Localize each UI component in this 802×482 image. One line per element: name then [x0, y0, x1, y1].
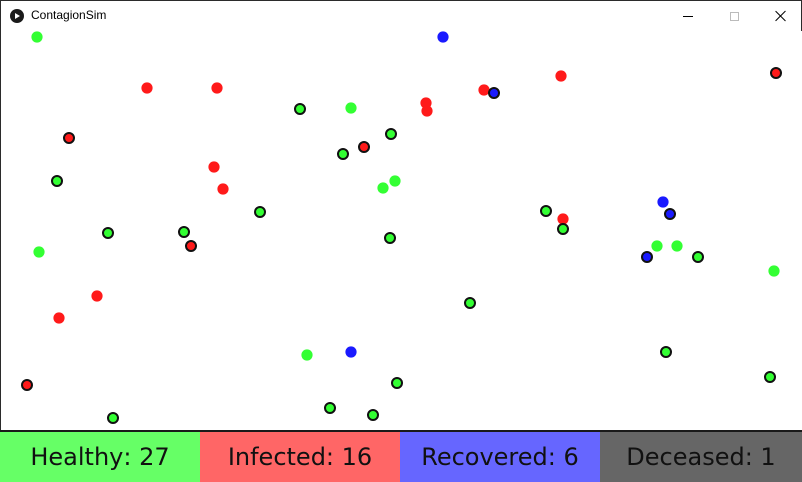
close-button[interactable]	[757, 1, 802, 31]
recovered-particle	[437, 31, 449, 43]
healthy-particle	[651, 240, 663, 252]
recovered-count-panel: Recovered: 6	[400, 432, 600, 482]
recovered-particle	[664, 208, 676, 220]
healthy-particle	[178, 226, 190, 238]
healthy-particle	[51, 175, 63, 187]
healthy-particle	[345, 102, 357, 114]
window-title: ContagionSim	[31, 8, 107, 22]
infected-particle	[63, 132, 75, 144]
infected-value: 16	[341, 443, 373, 471]
healthy-count-panel: Healthy: 27	[0, 432, 200, 482]
healthy-particle	[557, 223, 569, 235]
play-circle-icon	[10, 9, 24, 23]
infected-count-panel: Infected: 16	[200, 432, 400, 482]
infected-particle	[421, 105, 433, 117]
healthy-particle	[102, 227, 114, 239]
deceased-label: Deceased	[626, 443, 745, 471]
healthy-particle	[254, 206, 266, 218]
minimize-button[interactable]	[665, 1, 711, 31]
infected-particle	[141, 82, 153, 94]
healthy-particle	[294, 103, 306, 115]
healthy-particle	[692, 251, 704, 263]
recovered-particle	[657, 196, 669, 208]
healthy-particle	[391, 377, 403, 389]
recovered-particle	[641, 251, 653, 263]
healthy-particle	[377, 182, 389, 194]
close-icon	[774, 10, 786, 22]
infected-particle	[91, 290, 103, 302]
recovered-value: 6	[563, 443, 579, 471]
healthy-particle	[768, 265, 780, 277]
infected-particle	[211, 82, 223, 94]
infected-particle	[208, 161, 220, 173]
healthy-particle	[384, 232, 396, 244]
healthy-particle	[385, 128, 397, 140]
healthy-particle	[337, 148, 349, 160]
infected-particle	[557, 213, 569, 225]
healthy-particle	[107, 412, 119, 424]
healthy-particle	[389, 175, 401, 187]
healthy-particle	[324, 402, 336, 414]
deceased-value: 1	[760, 443, 776, 471]
infected-particle	[478, 84, 490, 96]
healthy-particle	[31, 31, 43, 43]
healthy-value: 27	[139, 443, 170, 471]
healthy-label: Healthy	[30, 443, 124, 471]
deceased-count-panel: Deceased: 1	[600, 432, 802, 482]
infected-label: Infected	[227, 443, 326, 471]
healthy-particle	[464, 297, 476, 309]
infected-particle	[217, 183, 229, 195]
minimize-icon	[683, 15, 693, 17]
infected-particle	[770, 67, 782, 79]
recovered-particle	[488, 87, 500, 99]
status-bar: Healthy: 27 Infected: 16 Recovered: 6 De…	[0, 430, 802, 482]
recovered-label: Recovered	[421, 443, 548, 471]
healthy-particle	[301, 349, 313, 361]
infected-particle	[21, 379, 33, 391]
infected-particle	[185, 240, 197, 252]
healthy-particle	[764, 371, 776, 383]
healthy-particle	[367, 409, 379, 421]
maximize-button[interactable]	[711, 1, 757, 31]
title-bar[interactable]: ContagionSim	[1, 1, 801, 31]
healthy-particle	[671, 240, 683, 252]
healthy-particle	[540, 205, 552, 217]
maximize-icon	[729, 11, 739, 21]
infected-particle	[555, 70, 567, 82]
healthy-particle	[660, 346, 672, 358]
simulation-canvas	[2, 31, 802, 431]
healthy-particle	[33, 246, 45, 258]
infected-particle	[358, 141, 370, 153]
infected-particle	[53, 312, 65, 324]
simulation-area	[21, 31, 782, 424]
recovered-particle	[345, 346, 357, 358]
